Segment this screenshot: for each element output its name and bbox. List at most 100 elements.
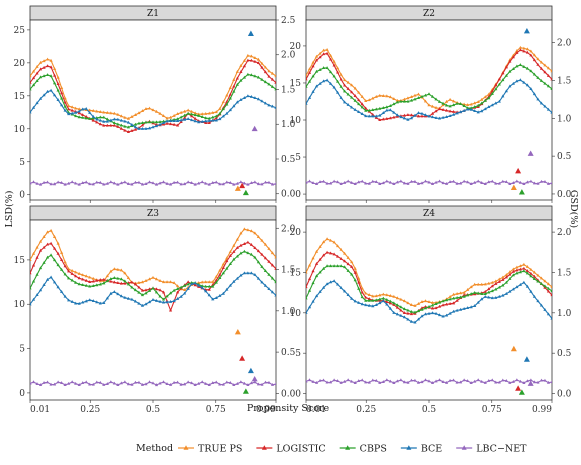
- line-marker: [42, 59, 46, 63]
- line-marker: [480, 109, 484, 113]
- line-marker: [353, 381, 357, 384]
- line-marker: [364, 108, 368, 112]
- line-marker: [378, 380, 382, 384]
- line-marker: [263, 80, 268, 84]
- line-marker: [416, 92, 421, 96]
- line-marker: [406, 301, 410, 305]
- line-marker: [413, 304, 417, 307]
- line-marker: [186, 180, 190, 184]
- line-marker: [95, 283, 99, 287]
- line-marker: [228, 108, 232, 112]
- line-marker: [409, 312, 414, 316]
- line-marker: [95, 117, 99, 121]
- line-marker: [105, 382, 109, 386]
- line-marker: [353, 299, 357, 303]
- line-marker: [388, 306, 392, 310]
- line-marker: [179, 120, 183, 124]
- line-marker: [270, 290, 275, 294]
- line-marker: [242, 64, 246, 68]
- line-marker: [242, 75, 246, 79]
- line-marker: [130, 382, 134, 386]
- line-marker: [550, 316, 552, 320]
- line-marker: [367, 297, 371, 300]
- line-marker: [444, 380, 449, 384]
- line-marker: [515, 378, 519, 382]
- y-tick-label: 15: [290, 268, 302, 278]
- line-marker: [420, 314, 424, 318]
- line-marker: [246, 182, 250, 186]
- gsd-point-true-ps: [510, 184, 517, 190]
- line-marker: [242, 227, 246, 231]
- line-marker: [543, 284, 547, 288]
- line-marker: [367, 114, 371, 118]
- line-marker: [221, 262, 225, 266]
- line-marker: [504, 89, 508, 93]
- line-marker: [81, 283, 85, 287]
- line-marker: [112, 181, 116, 185]
- line-marker: [444, 298, 449, 302]
- line-marker: [91, 284, 95, 287]
- line-marker: [70, 271, 74, 275]
- line-marker: [550, 289, 552, 293]
- line-marker: [452, 296, 456, 300]
- series-true-ps: [30, 53, 276, 120]
- line-marker: [207, 284, 211, 288]
- line-marker: [228, 180, 232, 184]
- line-marker: [116, 122, 120, 126]
- line-marker: [267, 69, 271, 73]
- line-marker: [221, 266, 225, 269]
- line-marker: [476, 103, 480, 107]
- line-marker: [511, 67, 515, 70]
- line-marker: [84, 299, 88, 303]
- y-tick-label: 20: [290, 42, 302, 52]
- line-marker: [539, 179, 544, 183]
- line-marker: [311, 380, 315, 383]
- line-marker: [406, 308, 410, 312]
- line-marker: [395, 379, 399, 383]
- line-marker: [430, 115, 435, 119]
- line-marker: [242, 381, 246, 385]
- line-marker: [321, 48, 326, 52]
- line-marker: [367, 380, 371, 384]
- line-marker: [232, 243, 236, 247]
- line-marker: [207, 383, 211, 386]
- line-marker: [350, 90, 354, 94]
- line-marker: [469, 107, 473, 111]
- line-marker: [490, 179, 494, 183]
- line-marker: [200, 115, 204, 119]
- line-marker: [402, 380, 406, 384]
- line-marker: [70, 105, 74, 109]
- line-marker: [172, 113, 176, 117]
- line-marker: [529, 179, 533, 183]
- line-marker: [543, 279, 547, 283]
- line-marker: [525, 83, 529, 87]
- line-marker: [60, 91, 64, 95]
- line-marker: [270, 251, 275, 255]
- line-marker: [392, 302, 396, 306]
- line-marker: [161, 297, 166, 301]
- y2-tick-label: 1.0: [557, 114, 572, 124]
- line-marker: [168, 308, 173, 312]
- line-marker: [214, 110, 218, 114]
- line-marker: [91, 299, 95, 302]
- line-marker: [532, 58, 537, 62]
- line-marker: [543, 180, 547, 183]
- line-marker: [267, 287, 271, 291]
- line-marker: [102, 115, 106, 119]
- line-marker: [536, 76, 540, 79]
- y2-tick-label: 0.5: [557, 152, 572, 162]
- line-marker: [176, 380, 180, 384]
- line-marker: [53, 382, 57, 386]
- line-marker: [112, 267, 116, 271]
- line-marker: [137, 121, 141, 125]
- line-marker: [98, 118, 102, 122]
- line-marker: [38, 75, 43, 79]
- line-marker: [30, 271, 32, 275]
- line-marker: [200, 284, 204, 288]
- line-marker: [263, 65, 268, 69]
- line-marker: [204, 181, 208, 185]
- line-marker: [183, 109, 187, 113]
- line-marker: [395, 296, 399, 300]
- line-marker: [437, 378, 442, 382]
- line-marker: [144, 127, 148, 130]
